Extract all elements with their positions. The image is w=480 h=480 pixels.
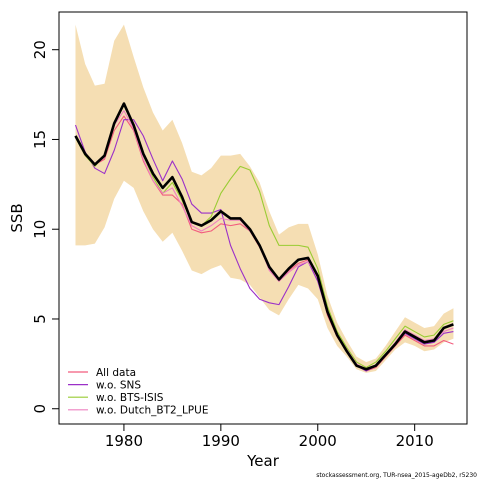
legend-label: w.o. Dutch_BT2_LPUE (96, 405, 208, 417)
x-tick-label: 2010 (396, 432, 434, 450)
y-tick-label: 0 (31, 404, 49, 414)
x-axis: 1980 1990 2000 2010 (105, 423, 434, 450)
y-axis-title: SSB (8, 203, 26, 232)
y-tick-label: 5 (31, 314, 49, 324)
y-tick-label: 10 (31, 220, 49, 239)
legend-label: w.o. SNS (96, 379, 141, 391)
series-layer (74, 102, 454, 372)
y-tick-label: 20 (31, 40, 49, 59)
y-tick-label: 15 (31, 130, 49, 149)
confidence-band-layer (75, 24, 454, 373)
footer-credit: stockassessment.org, TUR-nsea_2015-ageDb… (316, 472, 477, 479)
confidence-band (75, 24, 454, 373)
legend-label: w.o. BTS-ISIS (96, 392, 164, 404)
x-tick-label: 1980 (105, 432, 143, 450)
x-tick-label: 1990 (202, 432, 240, 450)
legend-label: All data (96, 367, 136, 379)
x-axis-title: Year (246, 452, 280, 470)
y-axis: 0 5 10 15 20 (31, 40, 60, 414)
series-line-estimate (74, 102, 454, 371)
x-tick-label: 2000 (299, 432, 337, 450)
